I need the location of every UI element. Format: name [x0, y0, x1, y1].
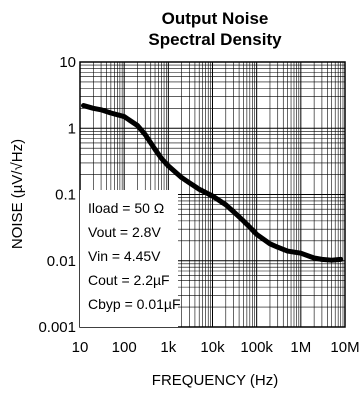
x-tick-label: 10: [72, 339, 89, 356]
annotation-line: Vin = 4.45V: [88, 248, 161, 264]
noise-series-line: [81, 103, 344, 263]
annotation-line: Cout = 2.2µF: [88, 272, 170, 288]
y-tick-label: 0.01: [47, 253, 76, 270]
x-tick-label: 10M: [330, 339, 359, 356]
y-tick-label: 10: [59, 54, 76, 71]
annotation-line: Iload = 50 Ω: [88, 200, 164, 216]
x-tick-label: 10k: [200, 339, 225, 356]
y-tick-label: 0.1: [55, 187, 76, 204]
x-tick-label: 100: [112, 339, 137, 356]
tick-labels: 10 100 1k 10k 100k 1M 10M 10 1 0.1 0.01 0.001: [38, 54, 359, 356]
x-tick-label: 100k: [240, 339, 273, 356]
annotation-line: Cbyp = 0.01µF: [88, 296, 181, 312]
y-tick-label: 0.001: [38, 319, 76, 336]
y-tick-label: 1: [68, 120, 76, 137]
chart-series: [81, 103, 344, 263]
annotation-line: Vout = 2.8V: [88, 224, 161, 240]
chart-title-line1: Output Noise: [162, 9, 269, 28]
annotation-box: Iload = 50 Ω Vout = 2.8V Vin = 4.45V Cout =…: [80, 190, 181, 327]
x-tick-label: 1M: [290, 339, 311, 356]
y-axis-label: NOISE (µV/√Hz): [9, 139, 26, 249]
x-tick-label: 1k: [160, 339, 176, 356]
chart-title-line2: Spectral Density: [148, 30, 282, 49]
x-axis-label: FREQUENCY (Hz): [152, 372, 278, 389]
